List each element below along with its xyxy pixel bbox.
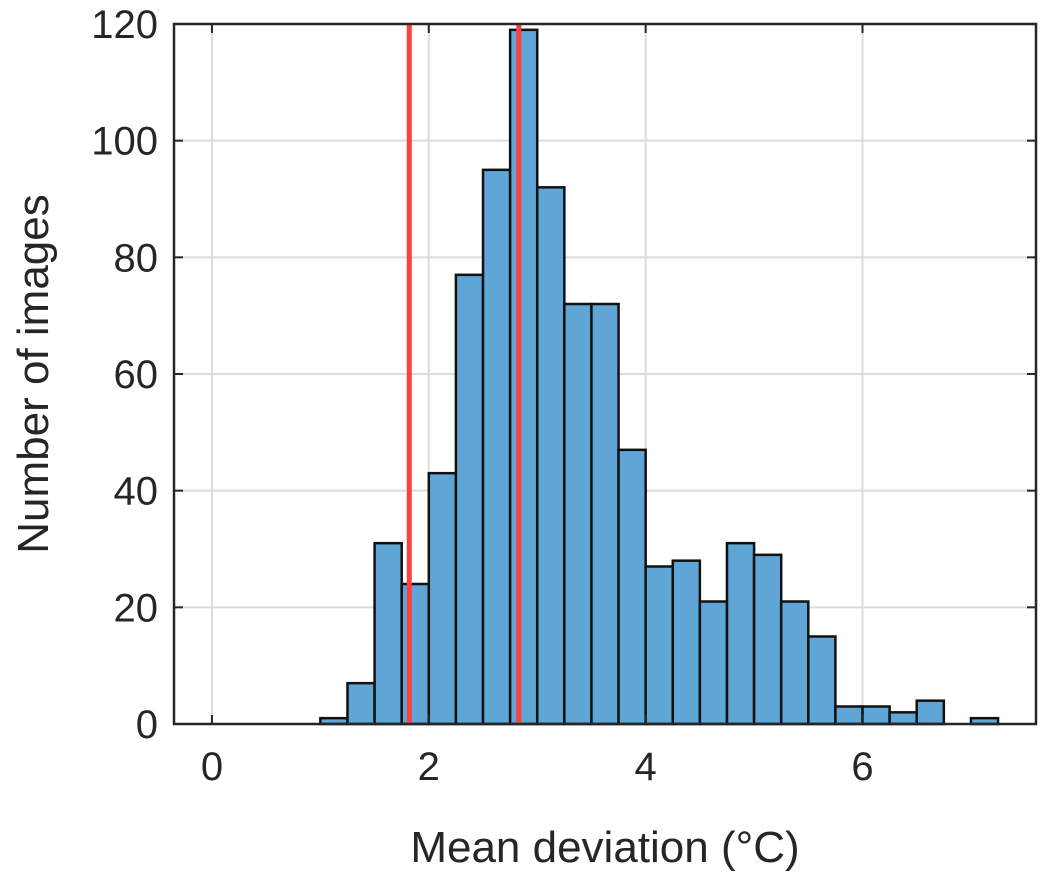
x-tick-label: 6 <box>851 745 873 789</box>
histogram-bar <box>915 699 946 726</box>
y-tick-label: 20 <box>114 586 159 630</box>
histogram-bar <box>617 448 647 726</box>
x-tick-label: 4 <box>635 745 657 789</box>
histogram-bar <box>346 681 376 726</box>
x-axis-label: Mean deviation (°C) <box>410 823 799 872</box>
reference-lines <box>406 24 522 724</box>
y-tick-label: 40 <box>114 470 159 514</box>
histogram-bar <box>807 635 837 726</box>
histogram-bar <box>373 541 403 726</box>
y-tick-label: 80 <box>114 236 159 280</box>
y-tick-labels: 0 20 40 60 80 100 120 <box>91 3 158 747</box>
histogram-bar <box>861 705 891 726</box>
histogram-bar <box>400 582 431 726</box>
histogram-bar <box>698 600 729 726</box>
y-tick-label: 60 <box>114 353 159 397</box>
x-tick-labels: 0 2 4 6 <box>201 745 874 789</box>
x-tick-label: 2 <box>418 745 440 789</box>
histogram-bar <box>427 471 458 726</box>
x-tick-label: 0 <box>201 745 223 789</box>
histogram-bar <box>834 705 864 726</box>
histogram-bar <box>454 273 485 726</box>
histogram-bar <box>725 541 756 726</box>
histogram-bar <box>888 711 918 726</box>
histogram-bar <box>671 559 702 726</box>
histogram-bar <box>752 553 783 726</box>
histogram-bars <box>319 28 1000 726</box>
histogram-bar <box>644 565 675 726</box>
histogram-bar <box>563 302 593 726</box>
y-tick-label: 0 <box>136 703 158 747</box>
histogram-bar <box>779 600 810 726</box>
histogram-bar <box>508 28 539 726</box>
y-tick-label: 100 <box>91 120 158 164</box>
histogram-bar <box>590 302 620 726</box>
histogram-bar <box>535 186 566 726</box>
histogram-bar <box>481 168 512 726</box>
y-axis-label: Number of images <box>9 194 58 553</box>
axis-ticks <box>174 23 1036 725</box>
y-tick-label: 120 <box>91 3 158 47</box>
